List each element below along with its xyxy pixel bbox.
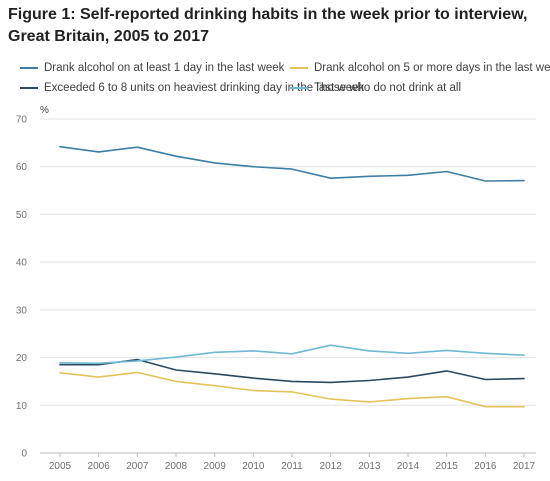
series-line-2 [59, 371, 525, 408]
legend-item: Drank alcohol on 5 or more days in the l… [290, 62, 550, 74]
series-line-4 [59, 344, 525, 365]
legend-label: Those who do not drink at all [314, 82, 462, 94]
legend-swatch [20, 67, 38, 69]
x-tick-label: 2005 [49, 461, 72, 472]
y-tick-label: 0 [21, 449, 27, 460]
y-tick-label: 50 [16, 210, 28, 221]
legend-swatch [290, 87, 308, 89]
y-tick-label: 40 [16, 258, 28, 269]
x-tick-label: 2010 [242, 461, 265, 472]
x-tick-label: 2009 [204, 461, 227, 472]
legend-label: Drank alcohol on 5 or more days in the l… [314, 62, 550, 74]
y-tick-label: 30 [16, 305, 28, 316]
legend-label: Exceeded 6 to 8 units on heaviest drinki… [44, 82, 365, 94]
chart-title: Figure 1: Self-reported drinking habits … [8, 6, 528, 45]
series-line-3 [59, 358, 525, 384]
x-tick-label: 2011 [281, 461, 303, 472]
legend-item: Drank alcohol on at least 1 day in the l… [20, 62, 284, 74]
x-tick-label: 2013 [358, 461, 381, 472]
legend-label: Drank alcohol on at least 1 day in the l… [44, 62, 285, 74]
legend-swatch [20, 87, 38, 89]
legend-item: Exceeded 6 to 8 units on heaviest drinki… [20, 82, 364, 94]
x-tick-label: 2016 [474, 461, 497, 472]
y-axis-unit-label: % [40, 105, 49, 116]
y-tick-label: 10 [16, 401, 28, 412]
x-tick-label: 2012 [320, 461, 343, 472]
x-tick-label: 2014 [397, 461, 420, 472]
legend-swatch [290, 67, 308, 69]
y-tick-label: 60 [16, 162, 28, 173]
x-tick-label: 2007 [126, 461, 149, 472]
x-tick-label: 2006 [88, 461, 111, 472]
x-tick-label: 2015 [436, 461, 459, 472]
x-tick-label: 2017 [513, 461, 536, 472]
legend-item: Those who do not drink at all [290, 82, 461, 94]
x-tick-label: 2008 [165, 461, 188, 472]
y-tick-label: 20 [16, 353, 28, 364]
series-line-1 [59, 145, 525, 182]
y-tick-label: 70 [16, 115, 28, 126]
